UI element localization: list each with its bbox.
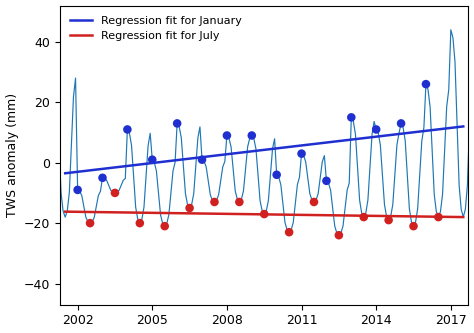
Point bbox=[385, 217, 392, 223]
Point bbox=[136, 220, 144, 226]
Point bbox=[310, 199, 318, 205]
Point bbox=[323, 178, 330, 183]
Point bbox=[161, 223, 168, 229]
Point bbox=[124, 127, 131, 132]
Point bbox=[260, 211, 268, 217]
Point bbox=[248, 133, 255, 138]
Legend: Regression fit for January, Regression fit for July: Regression fit for January, Regression f… bbox=[66, 11, 246, 46]
Point bbox=[74, 187, 82, 192]
Point bbox=[236, 199, 243, 205]
Point bbox=[435, 214, 442, 220]
Point bbox=[111, 190, 119, 195]
Point bbox=[186, 205, 193, 211]
Point bbox=[347, 115, 355, 120]
Point bbox=[223, 133, 231, 138]
Point bbox=[360, 214, 367, 220]
Point bbox=[148, 157, 156, 162]
Point bbox=[373, 127, 380, 132]
Point bbox=[335, 232, 343, 238]
Point bbox=[410, 223, 417, 229]
Point bbox=[210, 199, 218, 205]
Y-axis label: TWS anomaly (mm): TWS anomaly (mm) bbox=[6, 93, 18, 217]
Point bbox=[422, 82, 430, 87]
Point bbox=[99, 175, 106, 180]
Point bbox=[173, 121, 181, 126]
Point bbox=[86, 220, 94, 226]
Point bbox=[298, 151, 305, 156]
Point bbox=[198, 157, 206, 162]
Point bbox=[273, 172, 281, 177]
Point bbox=[397, 121, 405, 126]
Point bbox=[285, 229, 293, 235]
